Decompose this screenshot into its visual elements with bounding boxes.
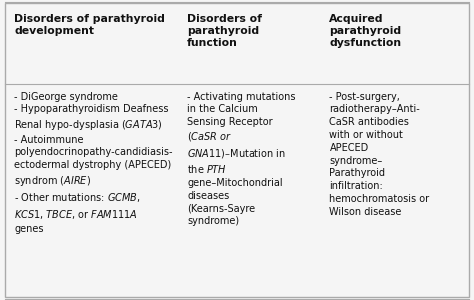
Text: Disorders of parathyroid
development: Disorders of parathyroid development (14, 14, 165, 36)
Text: - Post-surgery,
radiotherapy–Anti-
CaSR antibodies
with or without
APECED
syndro: - Post-surgery, radiotherapy–Anti- CaSR … (329, 92, 429, 217)
Text: - Activating mutations
in the Calcium
Sensing Receptor
($\it{CaSR}$ $\it{or}$
$\: - Activating mutations in the Calcium Se… (187, 92, 296, 226)
Text: Disorders of
parathyroid
function: Disorders of parathyroid function (187, 14, 262, 48)
Text: - DiGeorge syndrome
- Hypoparathyroidism Deafness
Renal hypo-dysplasia ($\it{GAT: - DiGeorge syndrome - Hypoparathyroidism… (14, 92, 173, 233)
Text: Acquired
parathyroid
dysfunction: Acquired parathyroid dysfunction (329, 14, 401, 48)
FancyBboxPatch shape (5, 3, 469, 297)
